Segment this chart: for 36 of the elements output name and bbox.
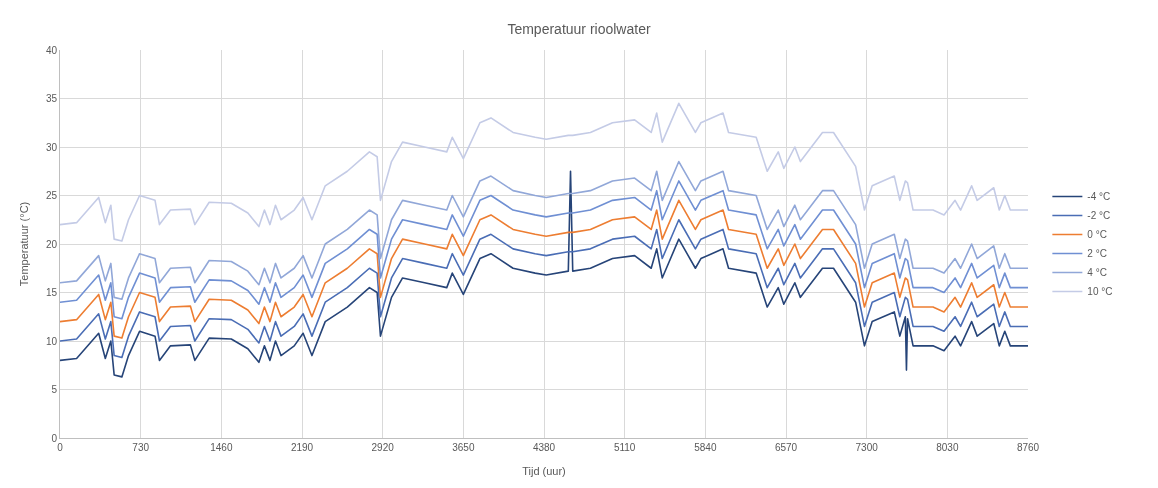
legend-label: 2 °C (1087, 248, 1107, 260)
line-series (60, 199, 1028, 339)
x-tick-label: 8760 (1016, 442, 1040, 453)
y-tick-label: 15 (45, 287, 58, 298)
line-series (60, 102, 1028, 242)
line-series (60, 160, 1028, 301)
y-tick-label: 30 (45, 141, 58, 153)
line-series (60, 170, 1028, 378)
x-tick-label: 730 (132, 442, 150, 453)
y-axis-title: Temperatuur (°C) (17, 201, 30, 287)
line-series (60, 218, 1028, 359)
x-tick-label: 5110 (613, 442, 636, 453)
x-tick-label: 8030 (936, 442, 959, 453)
x-tick-label: 5840 (694, 442, 717, 453)
legend-label: 4 °C (1087, 267, 1107, 279)
y-tick-label: 0 (51, 432, 58, 444)
x-tick-label: 7300 (855, 442, 879, 453)
x-tick-label: 2190 (290, 442, 314, 453)
legend-label: -4 °C (1087, 191, 1111, 203)
line-series (60, 180, 1028, 320)
y-tick-label: 35 (45, 93, 58, 104)
x-tick-label: 4380 (532, 442, 556, 453)
legend-label: -2 °C (1087, 210, 1111, 222)
y-tick-label: 10 (45, 335, 58, 347)
y-tick-label: 25 (45, 190, 58, 201)
x-tick-label: 3650 (452, 442, 475, 453)
chart-title: Temperatuur rioolwater (507, 21, 651, 38)
x-tick-label: 1460 (210, 442, 233, 453)
y-tick-label: 5 (51, 384, 58, 395)
x-tick-label: 6570 (774, 442, 798, 453)
y-tick-label: 40 (45, 44, 58, 56)
legend-label: 0 °C (1087, 229, 1107, 241)
x-axis-title: Tijd (uur) (522, 465, 566, 478)
x-tick-label: 2920 (371, 442, 395, 453)
y-tick-label: 20 (45, 238, 58, 250)
legend-label: 10 °C (1087, 286, 1113, 298)
